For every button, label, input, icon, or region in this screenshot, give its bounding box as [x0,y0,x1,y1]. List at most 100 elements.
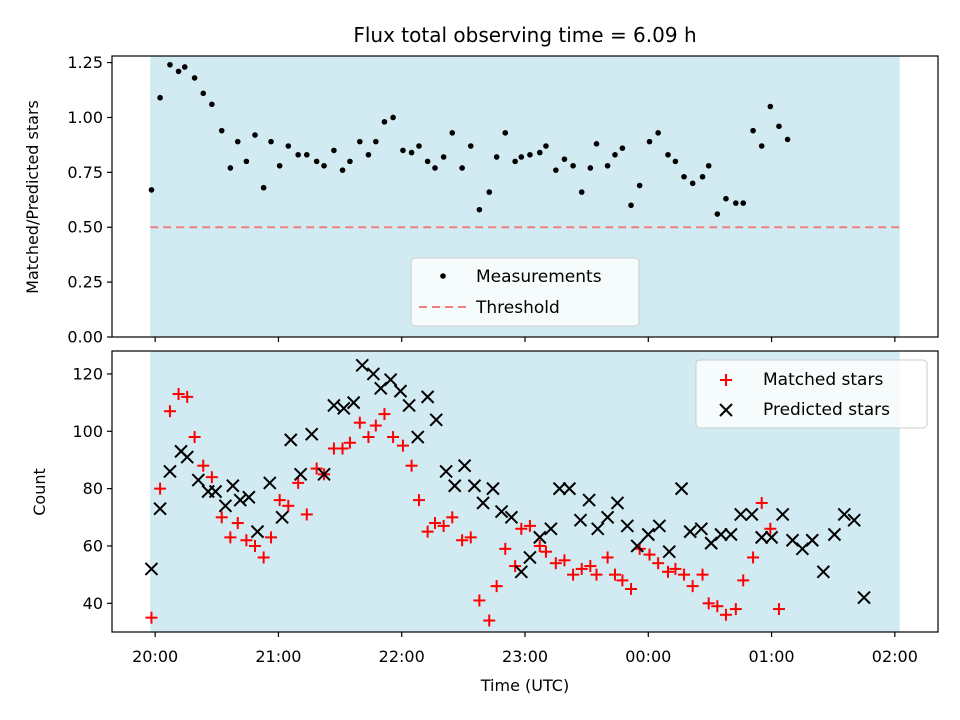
predicted-star-point [514,565,529,579]
measurement-point [750,127,756,134]
matched-star-point [181,390,194,403]
predicted-star-point [847,513,861,527]
measurement-point [234,138,241,145]
matched-star-point [249,539,262,552]
matched-star-point [421,525,434,538]
predicted-star-point [420,390,435,404]
matched-star-point [662,565,675,578]
predicted-star-point [745,507,759,522]
measurement-point [218,127,225,134]
predicted-star-point [383,372,398,387]
measurement-point [646,138,653,145]
y-axis-label: Count [30,468,49,516]
y-axis-ticks: 40 60 80 100 120 [72,364,112,613]
measurement-point [357,138,363,145]
matched-star-point [483,614,496,627]
matched-star-point [678,568,691,581]
matched-star-point [464,531,477,544]
predicted-star-point [816,565,831,579]
measurement-point [476,206,483,213]
x-tick-label: 23:00 [502,647,548,666]
x-tick-label: 20:00 [132,647,178,666]
measurement-point [313,158,320,165]
matched-star-point [696,568,709,581]
matched-star-point [205,471,218,484]
matched-star-point [601,551,614,564]
matched-star-point [336,442,349,455]
plot-frame [111,350,939,633]
predicted-star-point [163,464,177,479]
predicted-star-point [714,527,728,542]
legend-box [410,257,640,327]
measurement-point [175,68,182,75]
matched-star-point [145,611,158,624]
measurement-point [665,151,671,158]
matched-star-point [747,551,760,564]
predicted-star-point [494,504,509,519]
matched-star-point [575,562,588,575]
matched-star-point [215,511,228,524]
measurement-point [636,182,643,189]
measurement-point [699,173,706,180]
predicted-star-point [366,367,381,381]
matched-star-point [231,517,244,530]
matched-star-point [539,545,552,558]
measurement-point [723,195,729,202]
matched-star-point [584,560,597,573]
measurement-point [672,158,679,165]
matched-star-point [456,534,469,547]
matched-star-point [590,568,603,581]
matched-star-point [533,539,546,552]
predicted-star-point [724,527,738,542]
matched-star-point [273,494,286,507]
matched-star-point [446,511,459,524]
predicted-star-point [754,530,769,545]
legend-predicted-marker [719,403,733,417]
matched-star-point [764,522,777,535]
matched-star-point [499,542,512,555]
measurement-point [424,158,431,165]
measurement-point [493,154,500,160]
matched-star-point [567,568,580,581]
predicted-star-point [610,496,625,510]
legend-label-matched: Matched stars [763,370,883,390]
measurement-point [553,167,559,173]
measurement-point [408,149,415,156]
predicted-star-point [764,530,779,545]
measurement-point [587,165,594,171]
predicted-star-point [805,533,819,547]
measurement-point [295,151,301,158]
predicted-star-point [683,524,697,539]
y-tick-label: 120 [72,364,103,383]
predicted-star-point [837,507,852,522]
predicted-star-point [734,507,748,522]
matched-star-point [224,531,237,544]
y-tick-label: 40 [83,594,103,613]
matched-star-point [188,431,201,444]
predicted-star-point [305,427,319,441]
measurement-point [593,141,600,147]
matched-star-point [608,568,621,581]
matched-star-point [719,608,732,621]
plot-frame [111,55,939,338]
x-tick-label: 21:00 [255,647,301,666]
predicted-star-point [337,401,351,416]
measurement-point [655,130,661,136]
matched-star-point [549,557,562,570]
legend: Measurements Threshold [410,257,640,327]
measurement-point [767,103,774,110]
matched-star-point [265,531,278,544]
predicted-star-point [327,398,341,413]
measurement-point [276,162,283,169]
matched-star-point [755,496,768,509]
legend: Matched stars Predicted stars [695,359,928,429]
predicted-star-point [411,430,425,444]
matched-star-point [702,597,715,610]
measurement-point [227,165,234,171]
matched-star-point [625,582,638,595]
predicted-star-point [827,527,842,542]
y-tick-label: 80 [83,479,103,498]
measurement-point [604,162,611,169]
count-points [144,358,871,627]
